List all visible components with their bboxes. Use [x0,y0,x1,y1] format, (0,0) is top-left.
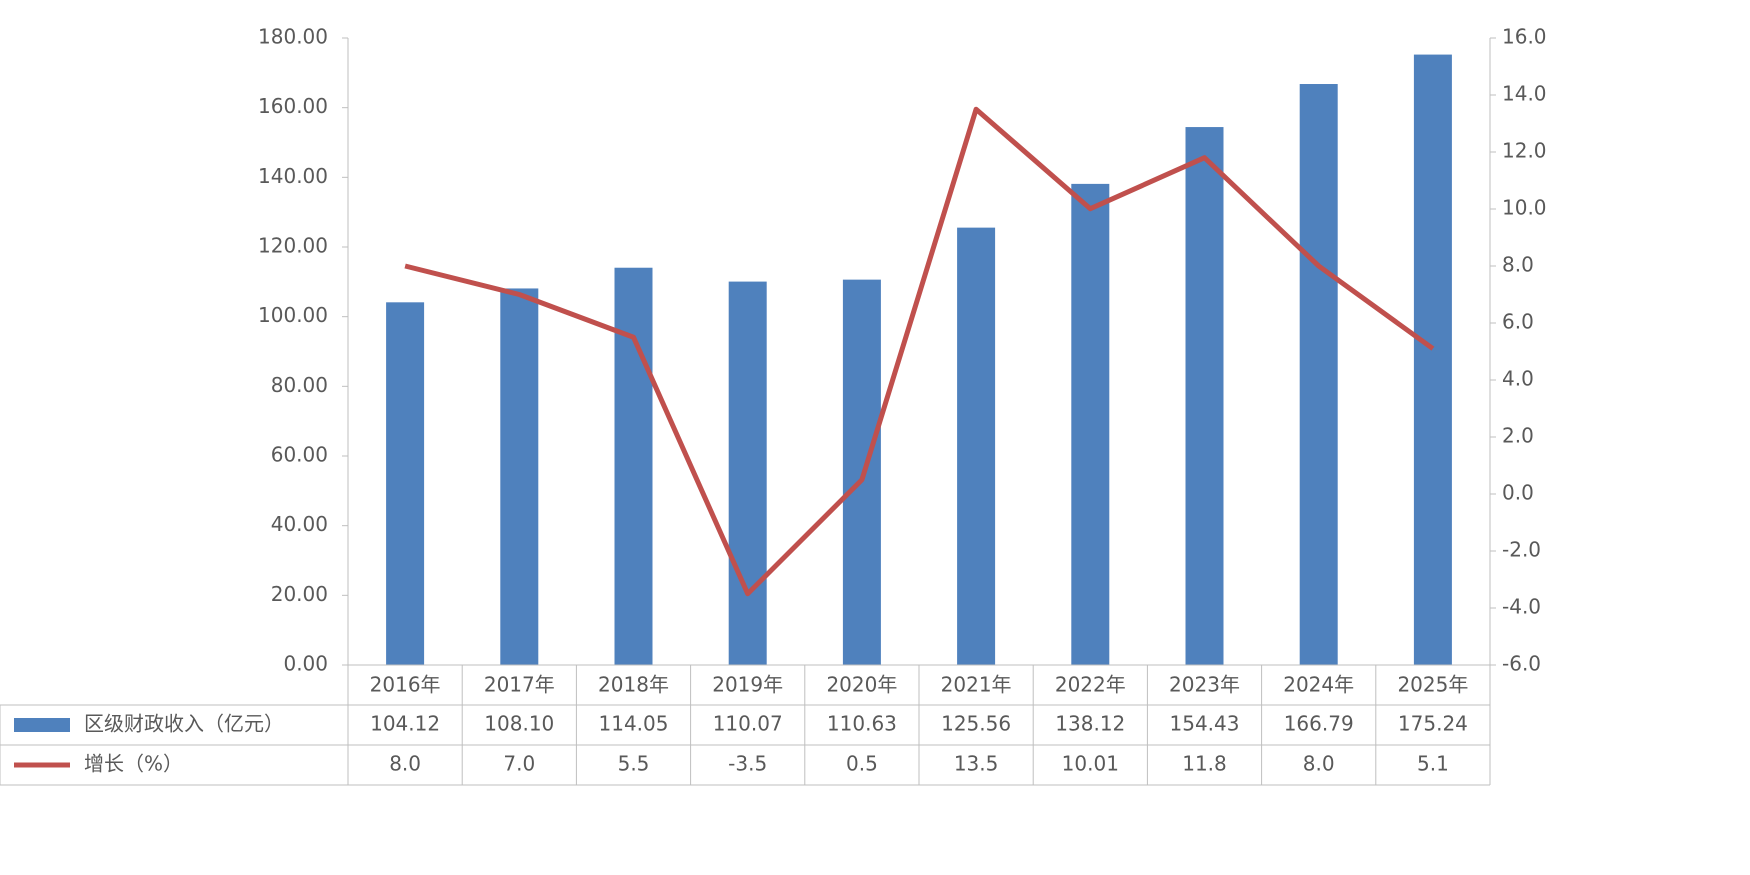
y-tick-label: 120.00 [258,234,328,258]
x-tick-label: 2019年 [712,673,783,697]
x-tick-label: 2021年 [941,673,1012,697]
y-tick-label: 0.00 [283,652,328,676]
table-value: 138.12 [1055,712,1125,736]
y2-tick-label: -6.0 [1502,652,1541,676]
x-tick-label: 2025年 [1397,673,1468,697]
x-tick-label: 2017年 [484,673,555,697]
table-value: 13.5 [954,752,999,776]
legend-label: 增长（%） [84,752,183,776]
y-tick-label: 100.00 [258,303,328,327]
table-value: 10.01 [1062,752,1119,776]
y2-tick-label: 16.0 [1502,25,1547,49]
x-tick-label: 2024年 [1283,673,1354,697]
table-value: 8.0 [1303,752,1335,776]
legend-label: 区级财政收入（亿元） [84,712,284,736]
table-value: 114.05 [599,712,669,736]
y2-tick-label: 12.0 [1502,139,1547,163]
legend-key [14,718,70,732]
table-value: 125.56 [941,712,1011,736]
y2-tick-label: 14.0 [1502,82,1547,106]
bar [614,267,653,665]
y-tick-label: 60.00 [271,443,328,467]
x-tick-label: 2022年 [1055,673,1126,697]
table-value: 110.63 [827,712,897,736]
table-value: 5.1 [1417,752,1449,776]
y-tick-label: 160.00 [258,94,328,118]
bar [1299,84,1338,665]
x-tick-label: 2023年 [1169,673,1240,697]
bar [1185,127,1224,665]
y2-tick-label: 10.0 [1502,196,1547,220]
table-value: 5.5 [618,752,650,776]
table-value: 166.79 [1284,712,1354,736]
y-tick-label: 20.00 [271,582,328,606]
bar [500,288,539,665]
table-value: 8.0 [389,752,421,776]
y-tick-label: 80.00 [271,373,328,397]
line [404,106,1435,597]
y2-tick-label: 2.0 [1502,424,1534,448]
y2-tick-label: 6.0 [1502,310,1534,334]
table-value: 154.43 [1170,712,1240,736]
table-value: 7.0 [503,752,535,776]
bar [1413,54,1452,665]
bar [1071,183,1110,665]
table-value: 104.12 [370,712,440,736]
y2-tick-label: 8.0 [1502,253,1534,277]
table-value: 11.8 [1182,752,1227,776]
bar [386,302,425,665]
y2-tick-label: 0.0 [1502,481,1534,505]
table-value: 175.24 [1398,712,1468,736]
y2-tick-label: -4.0 [1502,595,1541,619]
y2-tick-label: -2.0 [1502,538,1541,562]
y-tick-label: 140.00 [258,164,328,188]
bar [957,227,996,665]
y-tick-label: 180.00 [258,25,328,49]
x-tick-label: 2018年 [598,673,669,697]
x-tick-label: 2020年 [826,673,897,697]
y-tick-label: 40.00 [271,512,328,536]
y2-tick-label: 4.0 [1502,367,1534,391]
x-tick-label: 2016年 [370,673,441,697]
table-value: 108.10 [484,712,554,736]
table-value: 0.5 [846,752,878,776]
table-value: 110.07 [713,712,783,736]
bar [728,281,767,665]
table-value: -3.5 [728,752,767,776]
